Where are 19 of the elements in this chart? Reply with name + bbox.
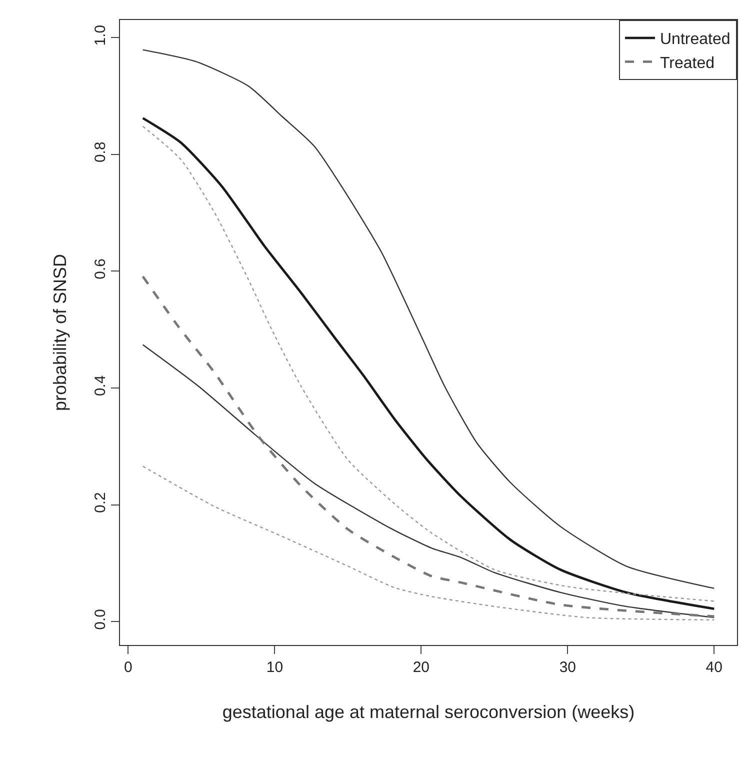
y-tick-label: 0.2 (92, 492, 109, 513)
line-series (142, 466, 715, 620)
x-axis-title: gestational age at maternal seroconversion (weeks) (222, 702, 635, 722)
line-series (142, 344, 715, 618)
line-series (142, 275, 716, 618)
y-tick-label: 1.0 (92, 24, 109, 46)
x-tick-label: 40 (706, 659, 722, 676)
legend-label: Treated (660, 54, 715, 72)
y-axis-title: probability of SNSD (50, 254, 70, 412)
y-tick-label: 0.6 (92, 258, 109, 280)
x-tick-label: 0 (124, 659, 132, 676)
x-tick-label: 10 (266, 659, 284, 676)
legend-label: Untreated (660, 31, 730, 48)
y-tick-label: 0.0 (92, 608, 109, 630)
y-tick-label: 0.8 (92, 142, 109, 163)
line-series (142, 49, 715, 589)
y-tick-label: 0.4 (92, 375, 109, 396)
x-tick-label: 30 (559, 659, 576, 676)
x-tick-label: 20 (412, 659, 430, 676)
